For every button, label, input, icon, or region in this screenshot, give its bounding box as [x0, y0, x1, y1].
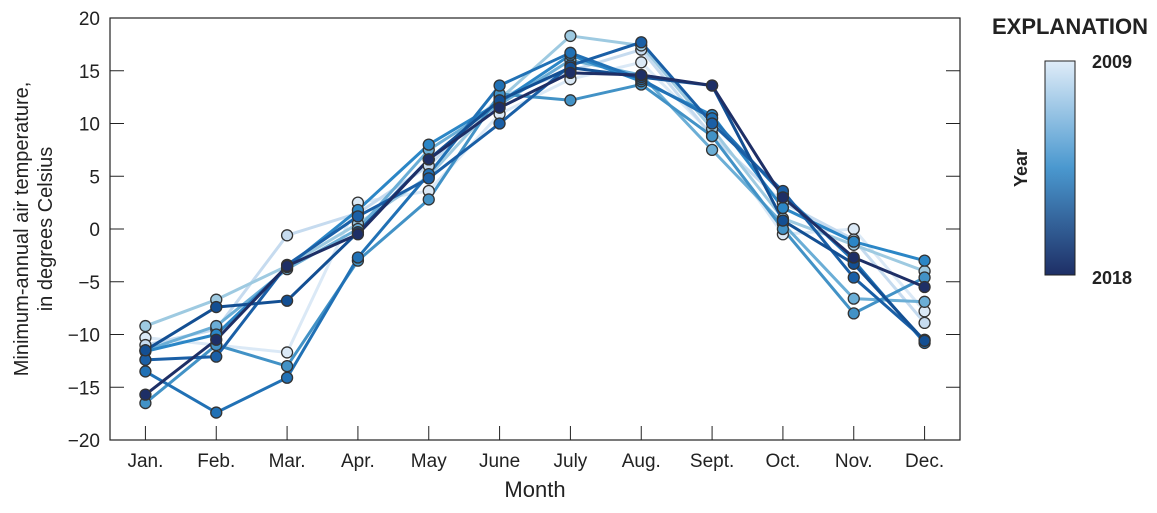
y-tick-label: −20 [68, 431, 100, 452]
data-point-2018 [847, 251, 860, 264]
x-tick-label: Mar. [269, 451, 306, 472]
data-point-2018 [918, 280, 931, 294]
data-point-2016 [847, 271, 860, 284]
x-tick-label: Apr. [341, 451, 375, 472]
data-point-2018 [280, 259, 294, 273]
data-point-2009 [280, 346, 294, 359]
data-point-2018 [564, 66, 577, 80]
data-point-2012 [847, 292, 860, 305]
data-point-2014 [918, 254, 931, 267]
colorbar-min-label: 2018 [1092, 268, 1132, 288]
y-tick-label: 5 [89, 167, 100, 188]
data-point-2016 [635, 36, 648, 49]
data-point-2014 [847, 235, 860, 248]
series-line-2009 [145, 60, 926, 355]
y-tick-label: −5 [78, 273, 100, 294]
series-line-2012 [144, 58, 925, 352]
data-point-2015 [351, 251, 365, 264]
data-point-2017 [210, 300, 223, 314]
x-tick-label: July [554, 451, 588, 472]
data-point-2016 [705, 117, 719, 130]
data-point-2018 [705, 79, 719, 92]
data-point-2017 [280, 294, 294, 307]
x-tick-label: Dec. [905, 451, 944, 472]
legend: EXPLANATION 2009 2018 Year [992, 14, 1148, 288]
x-tick-label: Feb. [197, 451, 235, 472]
x-tick-label: Oct. [765, 451, 800, 472]
x-tick-label: May [411, 451, 447, 472]
x-tick-label: Jan. [127, 451, 163, 472]
series-line-2017 [144, 66, 926, 352]
y-tick-label: −10 [68, 326, 100, 347]
data-point-2018 [210, 333, 223, 346]
data-point-2017 [776, 214, 790, 227]
data-point-2017 [918, 334, 931, 347]
data-point-2012 [705, 143, 719, 157]
colorbar-label: Year [1011, 149, 1031, 187]
data-point-2011 [139, 319, 152, 333]
data-point-2014 [776, 201, 790, 215]
data-point-2018 [493, 101, 506, 114]
data-point-2016 [210, 350, 223, 363]
y-tick-label: 0 [89, 220, 100, 241]
data-point-2015 [493, 79, 506, 92]
data-point-2013 [422, 193, 435, 206]
data-point-2018 [635, 68, 648, 82]
data-point-2010 [918, 316, 931, 330]
data-point-2015 [139, 365, 152, 378]
data-point-2016 [493, 117, 506, 130]
data-point-2016 [422, 172, 435, 185]
data-point-2014 [422, 138, 435, 151]
x-axis-label: Month [504, 477, 565, 502]
series-line-2014 [145, 53, 925, 353]
data-point-2018 [351, 228, 365, 241]
x-tick-label: June [479, 451, 520, 472]
y-axis-label-line1: Minimum-annual air temperature, [11, 82, 33, 377]
y-tick-label: 20 [79, 9, 100, 30]
legend-title: EXPLANATION [992, 14, 1148, 39]
data-point-2013 [564, 94, 577, 107]
data-point-2017 [139, 344, 152, 357]
x-tick-label: Nov. [835, 451, 873, 472]
data-point-2009 [635, 56, 648, 69]
x-tick-label: Aug. [622, 451, 661, 472]
data-point-2010 [280, 229, 294, 242]
series-line-2018 [144, 71, 926, 396]
y-tick-label: 10 [79, 115, 100, 136]
data-point-2018 [422, 153, 435, 166]
data-point-2013 [280, 359, 294, 373]
data-point-2015 [564, 46, 577, 59]
data-point-2018 [139, 388, 152, 401]
series-line-2013 [144, 82, 926, 405]
data-point-2018 [776, 191, 790, 204]
data-point-2013 [847, 307, 860, 320]
data-point-2016 [351, 210, 365, 223]
y-tick-label: 15 [79, 62, 100, 83]
data-point-2015 [280, 371, 294, 384]
colorbar-max-label: 2009 [1092, 52, 1132, 72]
data-point-2009 [847, 222, 860, 236]
data-point-2012 [918, 295, 931, 308]
y-axis-label-line2: in degrees Celsius [35, 147, 57, 312]
y-tick-label: −15 [68, 378, 100, 399]
colorbar [1044, 60, 1076, 276]
data-point-2013 [705, 130, 719, 143]
data-point-2015 [210, 406, 223, 419]
data-point-2011 [564, 29, 577, 43]
x-tick-label: Sept. [690, 451, 734, 472]
